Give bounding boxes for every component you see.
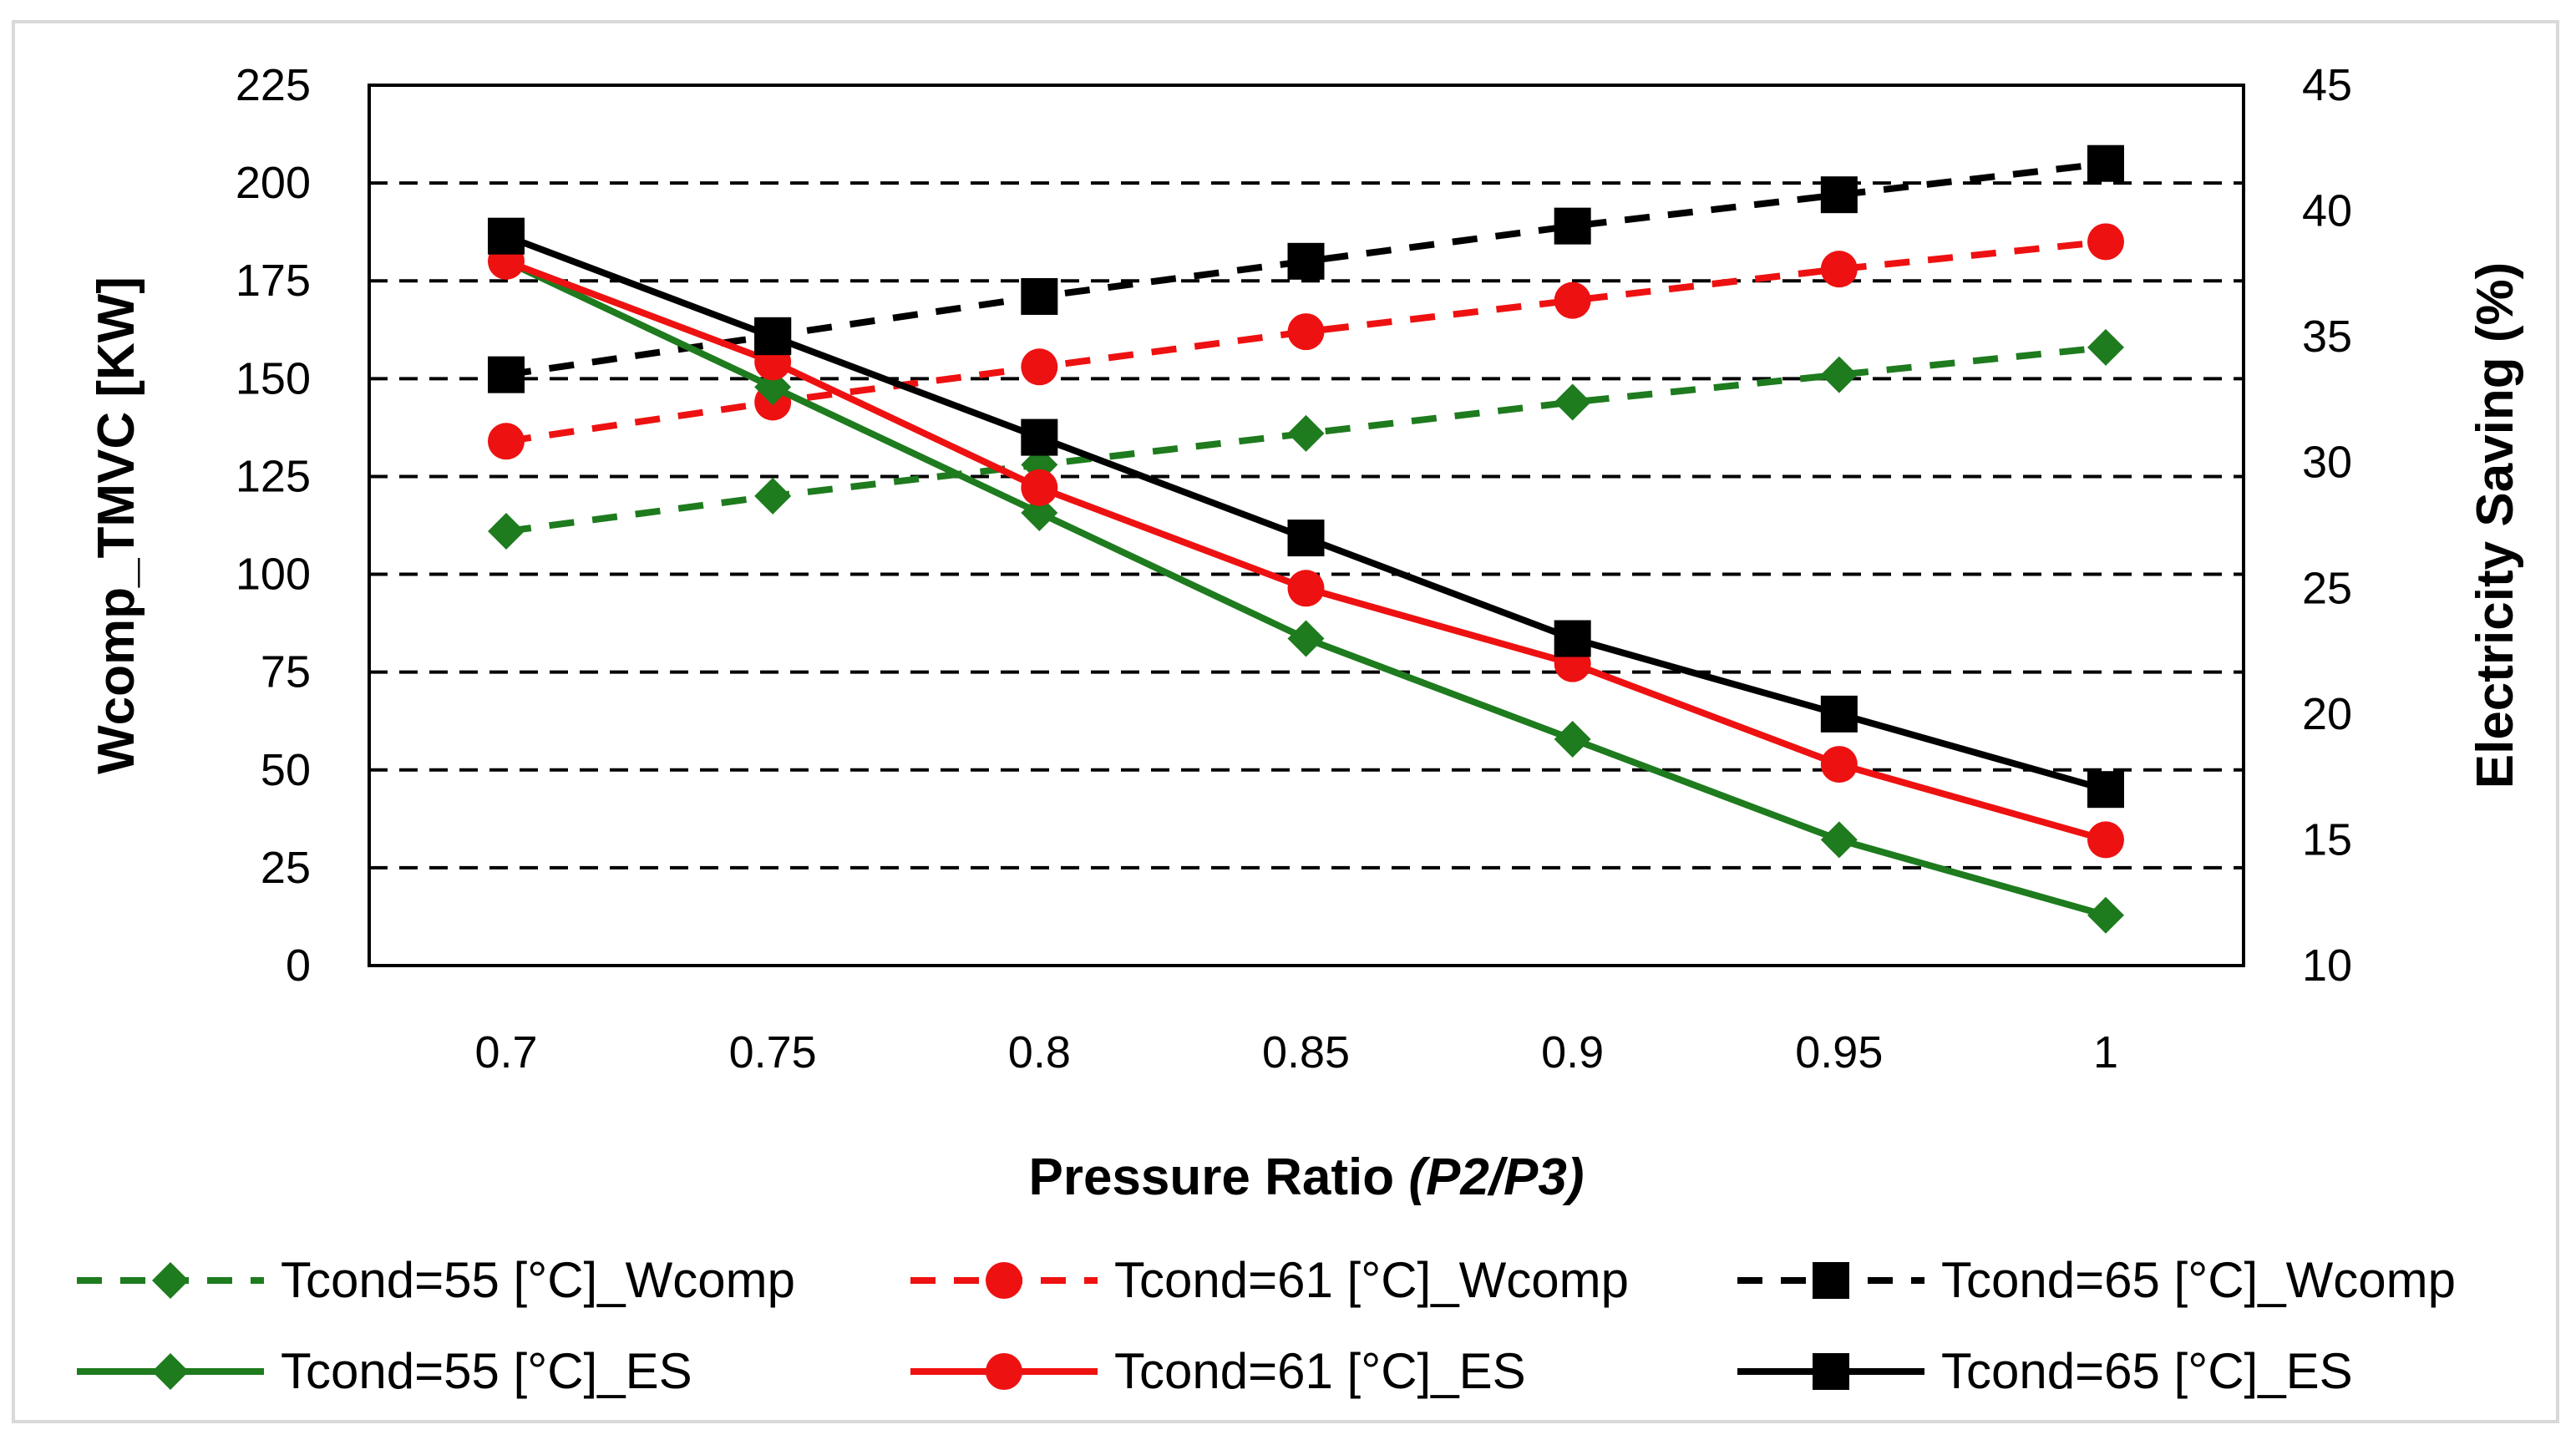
data-point [2087,223,2124,261]
y-right-tick-label: 15 [2302,814,2352,865]
legend-label: Tcond=55 [°C]_Wcomp [281,1252,795,1308]
data-point [152,1353,189,1390]
data-point [1820,356,1858,393]
data-point [1554,720,1591,758]
legend-item: Tcond=61 [°C]_ES [910,1343,1526,1399]
legend-item: Tcond=65 [°C]_Wcomp [1737,1252,2456,1308]
x-axis-title-italic: (P2/P3) [1408,1148,1584,1206]
data-point [2087,771,2124,809]
legend-label: Tcond=61 [°C]_Wcomp [1114,1252,1629,1308]
legend-label: Tcond=55 [°C]_ES [281,1343,692,1399]
y-left-tick-label: 225 [236,60,311,110]
y-left-tick-label: 25 [261,843,311,893]
data-point [1021,418,1058,456]
x-tick-label: 1 [2093,1027,2118,1077]
y-right-tick-label: 25 [2302,563,2352,613]
data-point [1021,469,1058,506]
data-point [1021,277,1058,315]
data-point [1820,821,1858,859]
data-point [754,318,792,356]
data-point [2087,821,2124,859]
legend-label: Tcond=65 [°C]_ES [1941,1343,2353,1399]
legend-item: Tcond=55 [°C]_ES [77,1343,692,1399]
x-tick-label: 0.75 [729,1027,817,1077]
chart-frame [12,20,2559,1423]
y-right-tick-label: 30 [2302,438,2352,488]
y-right-tick-label: 35 [2302,312,2352,362]
data-point [1554,281,1591,319]
y-left-tick-label: 175 [236,256,311,306]
y-axis-left-title: Wcomp_TMVC [KW] [88,276,145,774]
y-left-tick-label: 0 [286,941,311,991]
data-point [1820,251,1858,288]
legend: Tcond=55 [°C]_Wcomp Tcond=61 [°C]_Wcomp Tc… [77,1252,2456,1399]
y-right-tick-label: 40 [2302,186,2352,236]
data-point [2087,896,2124,934]
x-tick-label: 0.7 [474,1027,537,1077]
data-point [488,356,525,393]
legend-item: Tcond=55 [°C]_Wcomp [77,1252,795,1308]
plot-area [368,84,2245,967]
data-point [488,513,525,550]
y-axis-right-title: Electricity Saving (%) [2467,262,2524,789]
gridlines [369,181,2244,870]
data-point [1554,207,1591,245]
data-point [1287,242,1325,280]
data-point [1287,313,1325,351]
x-tick-label: 0.9 [1541,1027,1604,1077]
tick-labels: 0 25 50 75 100 125 150 175 200 225 10 15 20 25 30 35 40 4… [236,60,2352,1077]
data-point [2087,328,2124,366]
y-left-tick-label: 125 [236,451,311,501]
series-tcond-65-c-es [488,217,2124,809]
y-left-tick-label: 150 [236,353,311,403]
data-point [488,217,525,255]
legend-item: Tcond=61 [°C]_Wcomp [910,1252,1629,1308]
data-point [152,1262,189,1299]
data-point [1820,176,1858,214]
data-point [986,1262,1022,1299]
data-point [488,423,525,460]
data-point [754,368,792,406]
legend-label: Tcond=61 [°C]_ES [1114,1343,1526,1399]
series [488,145,2124,934]
data-point [1820,695,1858,733]
legend-item: Tcond=65 [°C]_ES [1737,1343,2353,1399]
y-left-tick-label: 75 [261,647,311,697]
data-point [1554,620,1591,657]
y-right-tick-label: 10 [2302,941,2352,991]
data-point [1287,620,1325,657]
data-point [1813,1262,1849,1299]
y-left-tick-label: 50 [261,745,311,795]
x-axis-title: Pressure Ratio (P2/P3) [1028,1148,1584,1206]
y-right-tick-label: 20 [2302,689,2352,739]
y-left-tick-label: 100 [236,550,311,600]
x-tick-label: 0.8 [1008,1027,1071,1077]
y-left-tick-label: 200 [236,158,311,208]
data-point [1021,348,1058,386]
series-tcond-55-c-es [488,242,2124,934]
data-point [1287,570,1325,607]
series-tcond-55-c-wcomp [488,328,2124,550]
data-point [2087,145,2124,182]
data-point [1287,520,1325,557]
data-point [1021,494,1058,531]
data-point [1813,1353,1849,1390]
x-axis-title-main: Pressure Ratio [1028,1148,1408,1206]
data-point [1820,746,1858,783]
data-point [754,477,792,515]
data-point [1287,414,1325,452]
data-point [1554,383,1591,421]
y-right-tick-label: 45 [2302,60,2352,110]
legend-label: Tcond=65 [°C]_Wcomp [1941,1252,2456,1308]
x-tick-label: 0.85 [1262,1027,1350,1077]
data-point [986,1353,1022,1390]
x-tick-label: 0.95 [1795,1027,1883,1077]
